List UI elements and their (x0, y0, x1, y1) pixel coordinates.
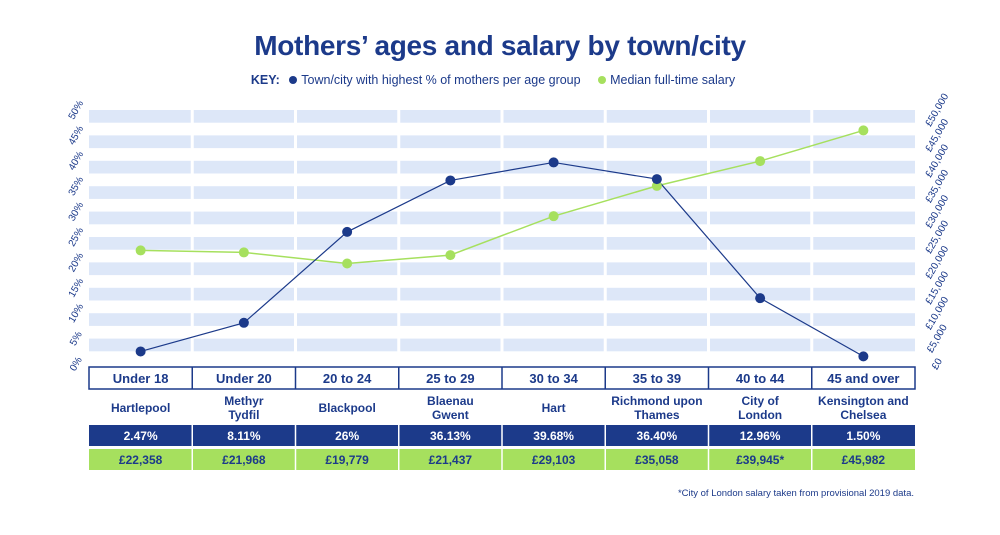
legend: KEY: Town/city with highest % of mothers… (0, 73, 1000, 87)
legend-label-mothers: Town/city with highest % of mothers per … (301, 73, 581, 87)
y-left-tick-label: 0% (68, 355, 85, 373)
salary-value: £45,982 (842, 453, 886, 467)
salary-point (755, 156, 766, 167)
salary-line (140, 129, 864, 265)
town-label-line: Kensington and (818, 394, 909, 408)
percent-value: 36.40% (637, 429, 678, 443)
salary-point (858, 125, 869, 136)
salary-value: £21,437 (429, 453, 473, 467)
percent-value: 1.50% (846, 429, 880, 443)
y-left-tick-label: 5% (68, 330, 85, 348)
mothers-point (755, 293, 766, 304)
y-left-tick-label: 35% (67, 175, 87, 198)
percent-value: 36.13% (430, 429, 471, 443)
town-label: Methyr Tydfil (224, 394, 264, 422)
town-label-line: Thames (634, 408, 680, 422)
percent-value: 8.11% (227, 429, 261, 443)
town-label-line: City of (741, 394, 779, 408)
salary-point (342, 258, 353, 269)
y-axis-left: 0% 5% 10%15% 20%25% 30%35%40% 45%50% (67, 99, 87, 374)
salary-point (445, 250, 456, 261)
legend-key-label: KEY: (250, 73, 280, 87)
category-label: 30 to 34 (529, 371, 578, 386)
mothers-line (140, 161, 864, 357)
data-table: Under 18 Under 20 20 to 24 25 to 29 30 to 34… (88, 366, 916, 470)
town-label: Blackpool (318, 401, 375, 415)
salary-value: £19,779 (325, 453, 369, 467)
mothers-point (858, 351, 869, 362)
category-label: 35 to 39 (633, 371, 681, 386)
town-label-line: Chelsea (840, 408, 886, 422)
salary-value: £39,945* (736, 453, 784, 467)
percent-value: 26% (335, 429, 359, 443)
mothers-point (445, 175, 456, 186)
salary-point (135, 245, 146, 256)
y-left-tick-label: 25% (67, 226, 87, 249)
y-left-tick-label: 10% (67, 302, 87, 325)
chart-title: Mothers’ ages and salary by town/city (254, 30, 746, 61)
category-label: 45 and over (827, 371, 899, 386)
town-label: Blaenau Gwent (427, 394, 474, 422)
series-points (135, 125, 869, 362)
town-label-line: London (738, 408, 782, 422)
salary-point (548, 211, 559, 222)
salary-point (238, 247, 249, 258)
percent-value: 12.96% (740, 429, 781, 443)
town-label: Hart (542, 401, 566, 415)
category-label: 20 to 24 (323, 371, 372, 386)
y-left-tick-label: 45% (67, 124, 87, 147)
y-axis-right: £0£5,000£10,000£15,000£20,000£25,000£30,… (924, 91, 952, 371)
y-left-tick-label: 50% (67, 99, 87, 122)
mothers-point (651, 174, 662, 185)
salary-value: £22,358 (119, 453, 163, 467)
legend-label-salary: Median full-time salary (610, 73, 736, 87)
town-label-line: Gwent (432, 408, 469, 422)
mothers-point (135, 346, 146, 357)
y-left-tick-label: 20% (67, 251, 87, 274)
salary-value: £29,103 (532, 453, 576, 467)
town-label-line: Blaenau (427, 394, 474, 408)
town-label-line: Methyr (224, 394, 264, 408)
category-label: 40 to 44 (736, 371, 785, 386)
category-label: Under 20 (216, 371, 272, 386)
y-left-tick-label: 30% (67, 200, 87, 223)
column-separators (190, 110, 814, 364)
percent-value: 2.47% (124, 429, 158, 443)
town-label-line: Tydfil (228, 408, 259, 422)
mothers-point (548, 157, 559, 168)
town-label-line: Richmond upon (611, 394, 702, 408)
percent-value: 39.68% (533, 429, 574, 443)
footnote: *City of London salary taken from provis… (677, 488, 914, 499)
mothers-point (238, 317, 249, 328)
town-label: Hartlepool (111, 401, 170, 415)
legend-dot-navy-icon (289, 76, 298, 84)
town-label: Richmond upon Thames (611, 394, 702, 422)
category-label: 25 to 29 (426, 371, 474, 386)
series-lines (140, 129, 864, 357)
y-left-tick-label: 40% (67, 150, 87, 173)
salary-value: £35,058 (635, 453, 679, 467)
legend-dot-green-icon (598, 76, 607, 84)
salary-value: £21,968 (222, 453, 266, 467)
y-left-tick-label: 15% (67, 277, 87, 300)
category-label: Under 18 (113, 371, 169, 386)
legend-item-salary: Median full-time salary (598, 73, 735, 87)
legend-item-mothers: Town/city with highest % of mothers per … (289, 73, 584, 87)
mothers-point (342, 226, 353, 237)
town-label: Kensington and Chelsea (818, 394, 909, 422)
town-label: City of London (738, 394, 782, 422)
y-right-tick-label: £0 (930, 356, 945, 372)
